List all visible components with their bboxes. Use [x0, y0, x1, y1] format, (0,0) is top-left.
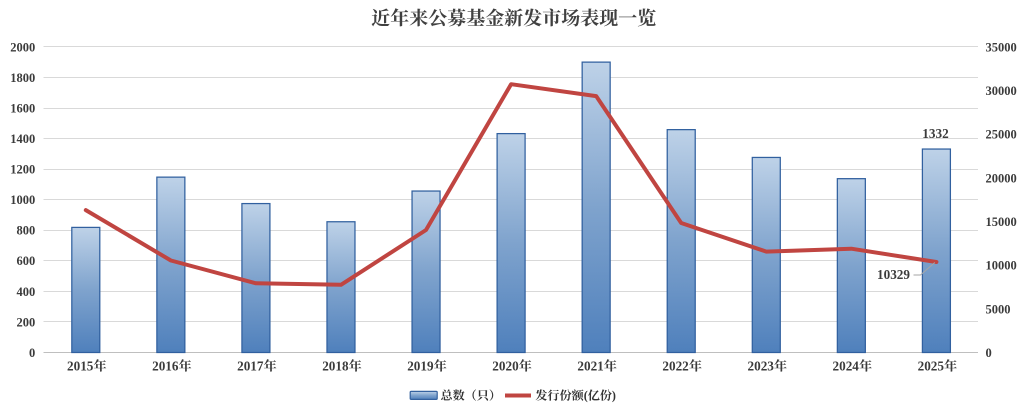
svg-text:10329: 10329	[877, 267, 910, 282]
svg-text:2025: 2025	[918, 359, 945, 374]
svg-text:2020: 2020	[492, 359, 519, 374]
svg-text:2016: 2016	[152, 359, 179, 374]
svg-text:2021: 2021	[577, 359, 603, 374]
svg-text:2018: 2018	[322, 359, 349, 374]
svg-text:20000: 20000	[986, 171, 1017, 185]
svg-text:2000: 2000	[10, 40, 35, 54]
svg-text:1200: 1200	[10, 163, 35, 177]
svg-text:1000: 1000	[10, 193, 35, 207]
svg-text:1800: 1800	[10, 71, 35, 85]
svg-text:1400: 1400	[10, 132, 35, 146]
svg-text:600: 600	[17, 254, 36, 268]
svg-text:2024: 2024	[833, 359, 860, 374]
svg-text:2022: 2022	[662, 359, 689, 374]
svg-text:2015: 2015	[67, 359, 94, 374]
svg-text:5000: 5000	[986, 302, 1011, 316]
svg-text:2023: 2023	[748, 359, 775, 374]
svg-text:2017: 2017	[237, 359, 264, 374]
svg-text:35000: 35000	[986, 40, 1017, 54]
svg-text:200: 200	[17, 315, 36, 329]
svg-text:0: 0	[986, 346, 992, 360]
svg-text:1332: 1332	[922, 126, 949, 141]
svg-text:15000: 15000	[986, 215, 1017, 229]
svg-text:0: 0	[29, 346, 35, 360]
svg-text:25000: 25000	[986, 128, 1017, 142]
svg-text:400: 400	[17, 285, 36, 299]
svg-text:10000: 10000	[986, 259, 1017, 273]
svg-text:30000: 30000	[986, 84, 1017, 98]
svg-text:): )	[612, 389, 616, 403]
svg-text:1600: 1600	[10, 102, 35, 116]
svg-text:800: 800	[17, 224, 36, 238]
svg-text:(: (	[584, 389, 588, 403]
svg-text:2019: 2019	[407, 359, 434, 374]
